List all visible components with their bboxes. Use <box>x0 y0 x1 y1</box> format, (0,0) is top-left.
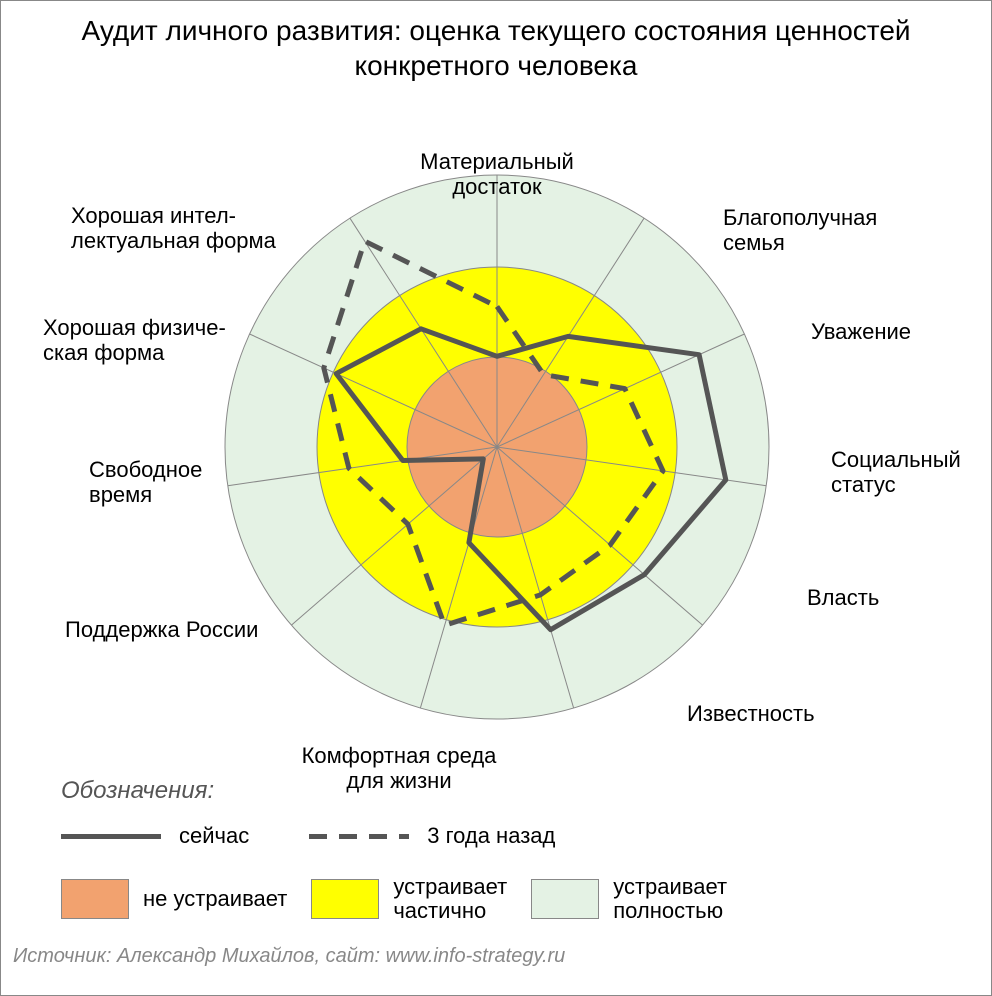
legend-fill-2: устраивает полностью <box>531 875 727 923</box>
axis-label-6: Комфортная среда для жизни <box>239 743 559 794</box>
axis-label-2: Уважение <box>811 319 911 344</box>
line-sample-solid <box>61 834 161 839</box>
legend: Обозначения: сейчас 3 года назад не устр… <box>1 777 991 923</box>
chart-title: Аудит личного развития: оценка текущего … <box>1 1 991 87</box>
axis-label-7: Поддержка России <box>65 617 258 642</box>
source-attribution: Источник: Александр Михайлов, сайт: www.… <box>1 923 991 968</box>
axis-label-10: Хорошая интел- лектуальная форма <box>71 203 276 254</box>
axis-label-9: Хорошая физиче- ская форма <box>43 315 226 366</box>
swatch-0 <box>61 879 129 919</box>
legend-line-now: сейчас <box>61 823 249 849</box>
axis-label-1: Благополучная семья <box>723 205 877 256</box>
axis-label-0: Материальный достаток <box>337 149 657 200</box>
axis-label-5: Известность <box>687 701 815 726</box>
legend-line-now-label: сейчас <box>179 823 249 849</box>
axis-label-3: Социальный статус <box>831 447 961 498</box>
legend-fill-zones: не устраивает устраивает частично устраи… <box>61 875 951 923</box>
swatch-2 <box>531 879 599 919</box>
swatch-1 <box>311 879 379 919</box>
legend-fill-2-label: устраивает полностью <box>613 875 727 923</box>
legend-line-past-label: 3 года назад <box>427 823 555 849</box>
legend-line-series: сейчас 3 года назад <box>61 823 951 849</box>
legend-line-past: 3 года назад <box>309 823 555 849</box>
legend-fill-0: не устраивает <box>61 879 287 919</box>
line-sample-dashed <box>309 834 409 839</box>
radar-chart-container: Материальный достаток Благополучная семья… <box>1 87 991 777</box>
legend-fill-1-label: устраивает частично <box>393 875 507 923</box>
legend-fill-1: устраивает частично <box>311 875 507 923</box>
legend-fill-0-label: не устраивает <box>143 887 287 911</box>
axis-label-8: Свободное время <box>89 457 202 508</box>
axis-label-4: Власть <box>807 585 879 610</box>
